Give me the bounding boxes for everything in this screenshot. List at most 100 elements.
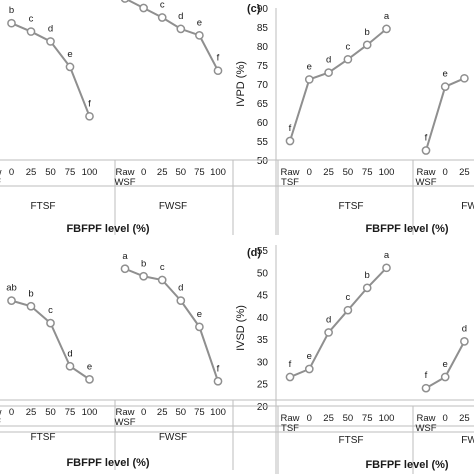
y-tick-label: 65 [257, 99, 269, 110]
x-tick-label: WSF [114, 417, 135, 428]
data-point [440, 372, 450, 382]
y-tick-label: 90 [257, 4, 269, 15]
significance-letter: e [197, 17, 202, 28]
series-line [124, 267, 219, 382]
x-tick-label: Raw [115, 407, 134, 418]
x-tick-label: 0 [141, 407, 146, 418]
significance-letter: f [425, 370, 428, 381]
significance-letter: c [48, 305, 53, 316]
x-tick-label: 50 [343, 413, 354, 424]
x-tick-label: 50 [343, 167, 354, 178]
significance-letter: e [307, 61, 312, 72]
y-tick-label: 40 [257, 313, 269, 324]
x-tick-label: Raw [280, 413, 299, 424]
significance-letter: e [443, 359, 448, 370]
y-tick-label: 25 [257, 380, 269, 391]
significance-letter: d [326, 55, 331, 66]
data-point [26, 301, 36, 311]
x-tick-label: TSF [0, 177, 1, 188]
data-point [285, 136, 295, 146]
data-point [304, 364, 314, 374]
data-point [421, 146, 431, 155]
significance-letter: f [425, 133, 428, 144]
x-group-label: FTSF [339, 435, 364, 446]
x-tick-label: 25 [323, 167, 334, 178]
x-tick-label: 75 [362, 413, 373, 424]
x-tick-label: Raw [280, 167, 299, 178]
panel-label: (d) [247, 247, 261, 259]
x-tick-label: 0 [307, 413, 312, 424]
significance-letter: f [217, 363, 220, 374]
x-group-label: FWSF [159, 432, 187, 443]
x-axis-title: FBFPF level (%) [365, 223, 448, 235]
y-tick-label: 80 [257, 42, 269, 53]
x-tick-label: Raw [0, 407, 2, 418]
y-tick-label: 30 [257, 357, 269, 368]
y-tick-label: 55 [257, 137, 269, 148]
y-tick-label: 55 [257, 246, 269, 257]
x-group-label: FTSF [339, 201, 364, 212]
y-tick-label: 75 [257, 61, 269, 72]
x-tick-label: 25 [459, 167, 470, 178]
data-point [460, 73, 469, 83]
x-tick-label: 50 [176, 407, 187, 418]
data-point [195, 322, 204, 332]
data-point [85, 375, 94, 384]
data-point [362, 40, 372, 50]
significance-letter: b [141, 0, 146, 1]
significance-letter: d [462, 323, 467, 334]
y-tick-label: 50 [257, 268, 269, 279]
significance-letter: e [443, 69, 448, 80]
significance-letter: ab [6, 283, 17, 294]
x-tick-label: TSF [281, 423, 299, 434]
data-point [157, 275, 167, 285]
x-tick-label: 100 [210, 407, 226, 418]
data-point [46, 318, 55, 328]
significance-letter: d [326, 314, 331, 325]
data-point [421, 383, 431, 393]
data-point [285, 372, 295, 382]
significance-letter: f [289, 123, 292, 134]
y-axis-label: IVPD (%) [235, 61, 247, 107]
significance-letter: a [122, 251, 128, 262]
x-tick-label: 0 [141, 167, 146, 178]
significance-letter: e [197, 309, 202, 320]
x-group-label: FW [461, 201, 474, 212]
x-tick-label: 100 [210, 167, 226, 178]
x-tick-label: 75 [362, 167, 373, 178]
x-tick-label: 50 [45, 407, 56, 418]
x-tick-label: 100 [379, 167, 395, 178]
data-point [120, 264, 130, 274]
x-axis-title: FBFPF level (%) [66, 223, 149, 235]
data-point [213, 66, 223, 76]
x-tick-label: WSF [114, 177, 135, 188]
data-point [343, 305, 353, 315]
x-tick-label: 0 [9, 167, 14, 178]
x-tick-label: 0 [443, 413, 448, 424]
y-tick-label: 35 [257, 335, 269, 346]
data-point [213, 376, 223, 386]
x-tick-label: 25 [323, 413, 334, 424]
significance-letter: a [384, 11, 390, 22]
significance-letter: e [67, 49, 72, 60]
significance-letter: c [346, 292, 351, 303]
x-tick-label: 25 [26, 407, 37, 418]
x-tick-label: 25 [157, 167, 168, 178]
data-point [324, 328, 333, 337]
x-tick-label: Raw [416, 167, 435, 178]
x-axis-title: FBFPF level (%) [365, 459, 448, 471]
data-point [85, 111, 94, 121]
significance-letter: c [346, 41, 351, 52]
significance-letter: f [289, 359, 292, 370]
x-tick-label: 100 [82, 407, 98, 418]
data-point [176, 24, 186, 34]
data-point [65, 62, 75, 72]
x-tick-label: 75 [65, 407, 76, 418]
x-tick-label: Raw [0, 167, 2, 178]
x-tick-label: Raw [115, 167, 134, 178]
significance-letter: c [29, 14, 34, 25]
x-tick-label: 25 [157, 407, 168, 418]
x-tick-label: 100 [82, 167, 98, 178]
data-point [7, 18, 16, 28]
